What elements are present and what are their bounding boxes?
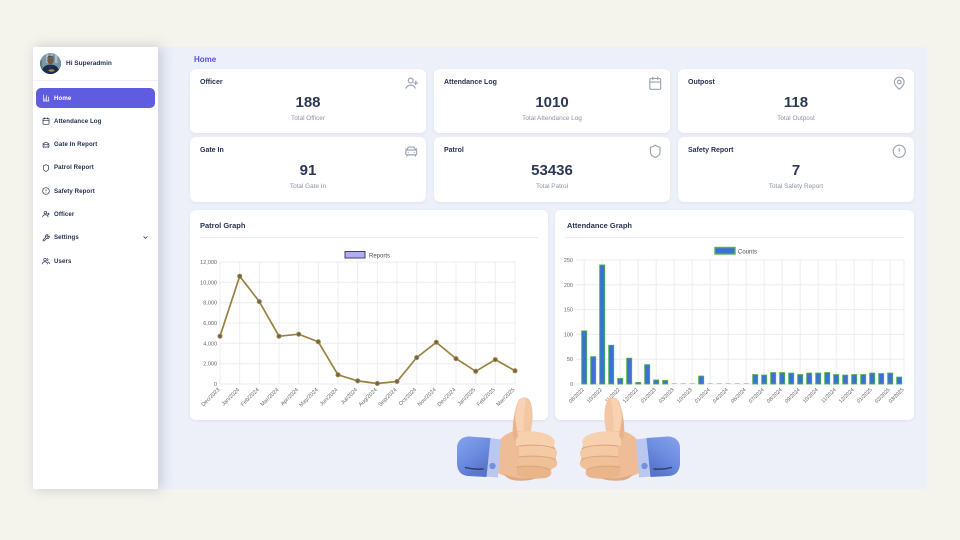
- svg-text:10/2024: 10/2024: [802, 387, 820, 405]
- svg-text:Oct/2024: Oct/2024: [398, 387, 418, 407]
- svg-text:Mar/2024: Mar/2024: [260, 387, 281, 408]
- svg-text:04/2024: 04/2024: [712, 387, 730, 405]
- svg-text:0: 0: [570, 382, 573, 388]
- svg-text:Aug/2024: Aug/2024: [358, 387, 379, 408]
- svg-text:Patrol Graph: Patrol Graph: [200, 221, 246, 230]
- svg-text:6,000: 6,000: [203, 321, 217, 327]
- svg-text:11/2024: 11/2024: [820, 387, 837, 404]
- svg-text:06/2024: 06/2024: [730, 387, 748, 405]
- svg-text:250: 250: [564, 258, 573, 264]
- svg-text:Attendance Graph: Attendance Graph: [567, 221, 632, 230]
- svg-text:Reports: Reports: [369, 254, 390, 260]
- svg-text:2,000: 2,000: [203, 362, 217, 368]
- svg-text:12,000: 12,000: [200, 260, 217, 266]
- svg-text:01/2024: 01/2024: [694, 387, 712, 405]
- svg-text:200: 200: [564, 283, 573, 289]
- svg-text:10,000: 10,000: [200, 280, 217, 286]
- svg-text:8,000: 8,000: [203, 301, 217, 307]
- svg-text:Counts: Counts: [738, 250, 757, 256]
- svg-text:08/2024: 08/2024: [766, 387, 784, 405]
- svg-text:Jun/2024: Jun/2024: [319, 387, 339, 407]
- svg-text:100: 100: [564, 332, 573, 338]
- svg-text:150: 150: [564, 308, 573, 314]
- svg-text:07/2024: 07/2024: [748, 387, 766, 405]
- svg-text:03/2025: 03/2025: [888, 387, 906, 405]
- svg-text:Jan/2024: Jan/2024: [221, 387, 241, 407]
- svg-text:4,000: 4,000: [203, 341, 217, 347]
- svg-text:Feb/2024: Feb/2024: [240, 387, 261, 408]
- svg-text:May/2024: May/2024: [298, 387, 319, 408]
- svg-text:09/2024: 09/2024: [784, 387, 802, 405]
- svg-text:0: 0: [214, 382, 217, 388]
- svg-text:Dec/2024: Dec/2024: [437, 387, 458, 408]
- svg-text:50: 50: [567, 357, 573, 363]
- svg-text:Sep/2024: Sep/2024: [378, 387, 399, 408]
- svg-text:Jul/2024: Jul/2024: [340, 387, 359, 406]
- svg-text:Nov/2024: Nov/2024: [417, 387, 438, 408]
- svg-text:12/2024: 12/2024: [838, 387, 856, 405]
- svg-text:Dec/2023: Dec/2023: [201, 387, 222, 408]
- svg-text:01/2025: 01/2025: [856, 387, 874, 405]
